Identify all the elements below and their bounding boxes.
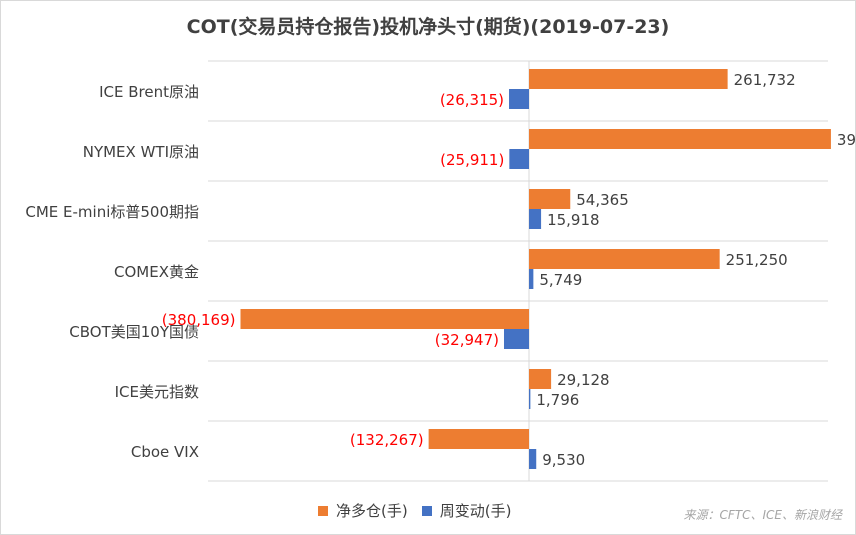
chart-title: COT(交易员持仓报告)投机净头寸(期货)(2019-07-23) bbox=[186, 16, 670, 38]
legend-swatch-weekly-change bbox=[421, 505, 432, 516]
bar bbox=[503, 329, 529, 349]
legend-item-net-long: 净多仓(手) bbox=[318, 500, 408, 521]
data-label: 9,530 bbox=[542, 451, 585, 469]
category-label: ICE Brent原油 bbox=[99, 83, 199, 101]
data-label: (132,267) bbox=[350, 431, 424, 449]
data-label: 261,732 bbox=[734, 71, 796, 89]
data-label: 54,365 bbox=[576, 191, 629, 209]
data-label: (25,911) bbox=[440, 151, 504, 169]
category-label: COMEX黄金 bbox=[114, 263, 199, 281]
category-label: ICE美元指数 bbox=[115, 383, 199, 401]
data-label: 397,851 bbox=[837, 131, 856, 149]
legend-swatch-net-long bbox=[318, 505, 328, 516]
category-label: Cboe VIX bbox=[131, 443, 199, 461]
data-label: 5,749 bbox=[539, 271, 582, 289]
legend-label-weekly-change: 周变动(手) bbox=[439, 502, 512, 520]
source-note: 来源：CFTC、ICE、新浪财经 bbox=[683, 508, 843, 522]
bar bbox=[529, 389, 531, 409]
data-label: (380,169) bbox=[162, 311, 236, 329]
data-label: (32,947) bbox=[435, 331, 499, 349]
category-label: CME E-mini标普500期指 bbox=[25, 203, 199, 221]
bar bbox=[529, 369, 552, 389]
category-label: CBOT美国10Y国债 bbox=[69, 323, 199, 341]
legend-label-net-long: 净多仓(手) bbox=[336, 502, 408, 520]
bar bbox=[529, 449, 537, 469]
category-label: NYMEX WTI原油 bbox=[83, 143, 199, 161]
bar bbox=[529, 129, 831, 149]
data-label: (26,315) bbox=[440, 91, 504, 109]
data-label: 29,128 bbox=[557, 371, 610, 389]
bar bbox=[529, 249, 720, 269]
bar bbox=[428, 429, 529, 449]
data-label: 251,250 bbox=[726, 251, 788, 269]
bar bbox=[529, 269, 534, 289]
bar bbox=[509, 149, 529, 169]
legend-item-weekly-change: 周变动(手) bbox=[421, 500, 512, 521]
data-label: 1,796 bbox=[536, 391, 579, 409]
bar bbox=[240, 309, 530, 329]
data-label: 15,918 bbox=[547, 211, 600, 229]
bar bbox=[509, 89, 529, 109]
bar bbox=[529, 69, 728, 89]
legend: 净多仓(手) 周变动(手) bbox=[318, 500, 525, 521]
bar bbox=[529, 189, 571, 209]
bar bbox=[529, 209, 542, 229]
